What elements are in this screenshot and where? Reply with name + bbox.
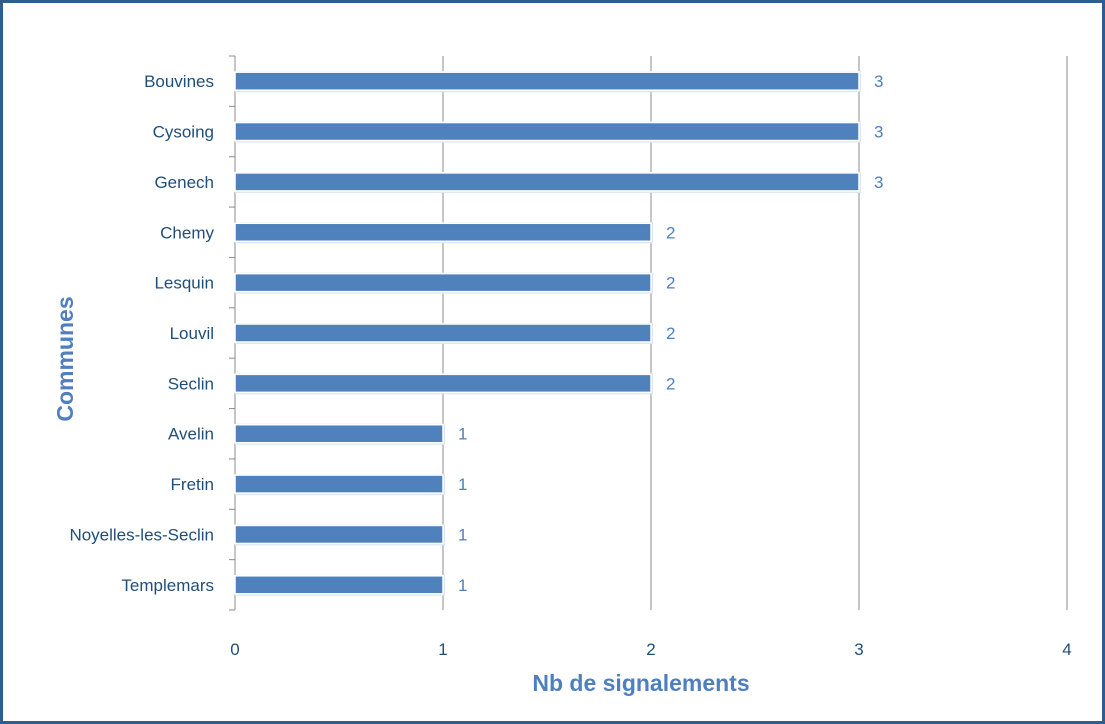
bar [234,121,860,142]
category-label: Chemy [160,223,214,242]
bar [234,222,652,243]
data-label: 1 [458,576,467,595]
bar [234,323,652,343]
x-tick-label: 4 [1062,640,1071,659]
bar [234,172,860,192]
data-label: 2 [666,223,675,242]
bar [234,524,444,545]
x-tick-label: 0 [230,640,239,659]
data-label: 1 [458,525,467,544]
data-label: 2 [666,274,675,293]
category-label: Genech [154,173,214,192]
bar [234,272,652,293]
bar [234,71,860,91]
y-axis-title: Communes [52,296,78,421]
bar [234,474,444,494]
bar [234,575,444,595]
category-label: Bouvines [144,72,214,91]
bar [234,373,652,394]
data-label: 3 [874,72,883,91]
bar-layer [234,71,861,596]
data-label: 2 [666,324,675,343]
category-label: Cysoing [153,123,214,142]
category-label: Seclin [168,374,214,393]
category-label: Fretin [171,475,214,494]
category-label: Lesquin [154,274,214,293]
x-axis-title: Nb de signalements [532,670,749,696]
category-label: Templemars [121,576,214,595]
x-tick-label: 2 [646,640,655,659]
bar [234,423,444,444]
data-label: 3 [874,173,883,192]
category-label: Louvil [170,324,214,343]
data-label: 1 [458,425,467,444]
category-label: Noyelles-les-Seclin [69,525,214,544]
data-label: 2 [666,374,675,393]
x-tick-label: 1 [438,640,447,659]
data-label: 3 [874,123,883,142]
x-tick-label: 3 [854,640,863,659]
bar-chart: 0 1 2 3 4 Bouvines 3 Cysoing 3 Genech 3 Chemy 2 Lesqu… [52,55,1072,696]
category-label: Avelin [168,425,214,444]
label-layer: 0 1 2 3 4 Bouvines 3 Cysoing 3 Genech 3 Chemy 2 Lesqu… [69,72,1071,659]
data-label: 1 [458,475,467,494]
